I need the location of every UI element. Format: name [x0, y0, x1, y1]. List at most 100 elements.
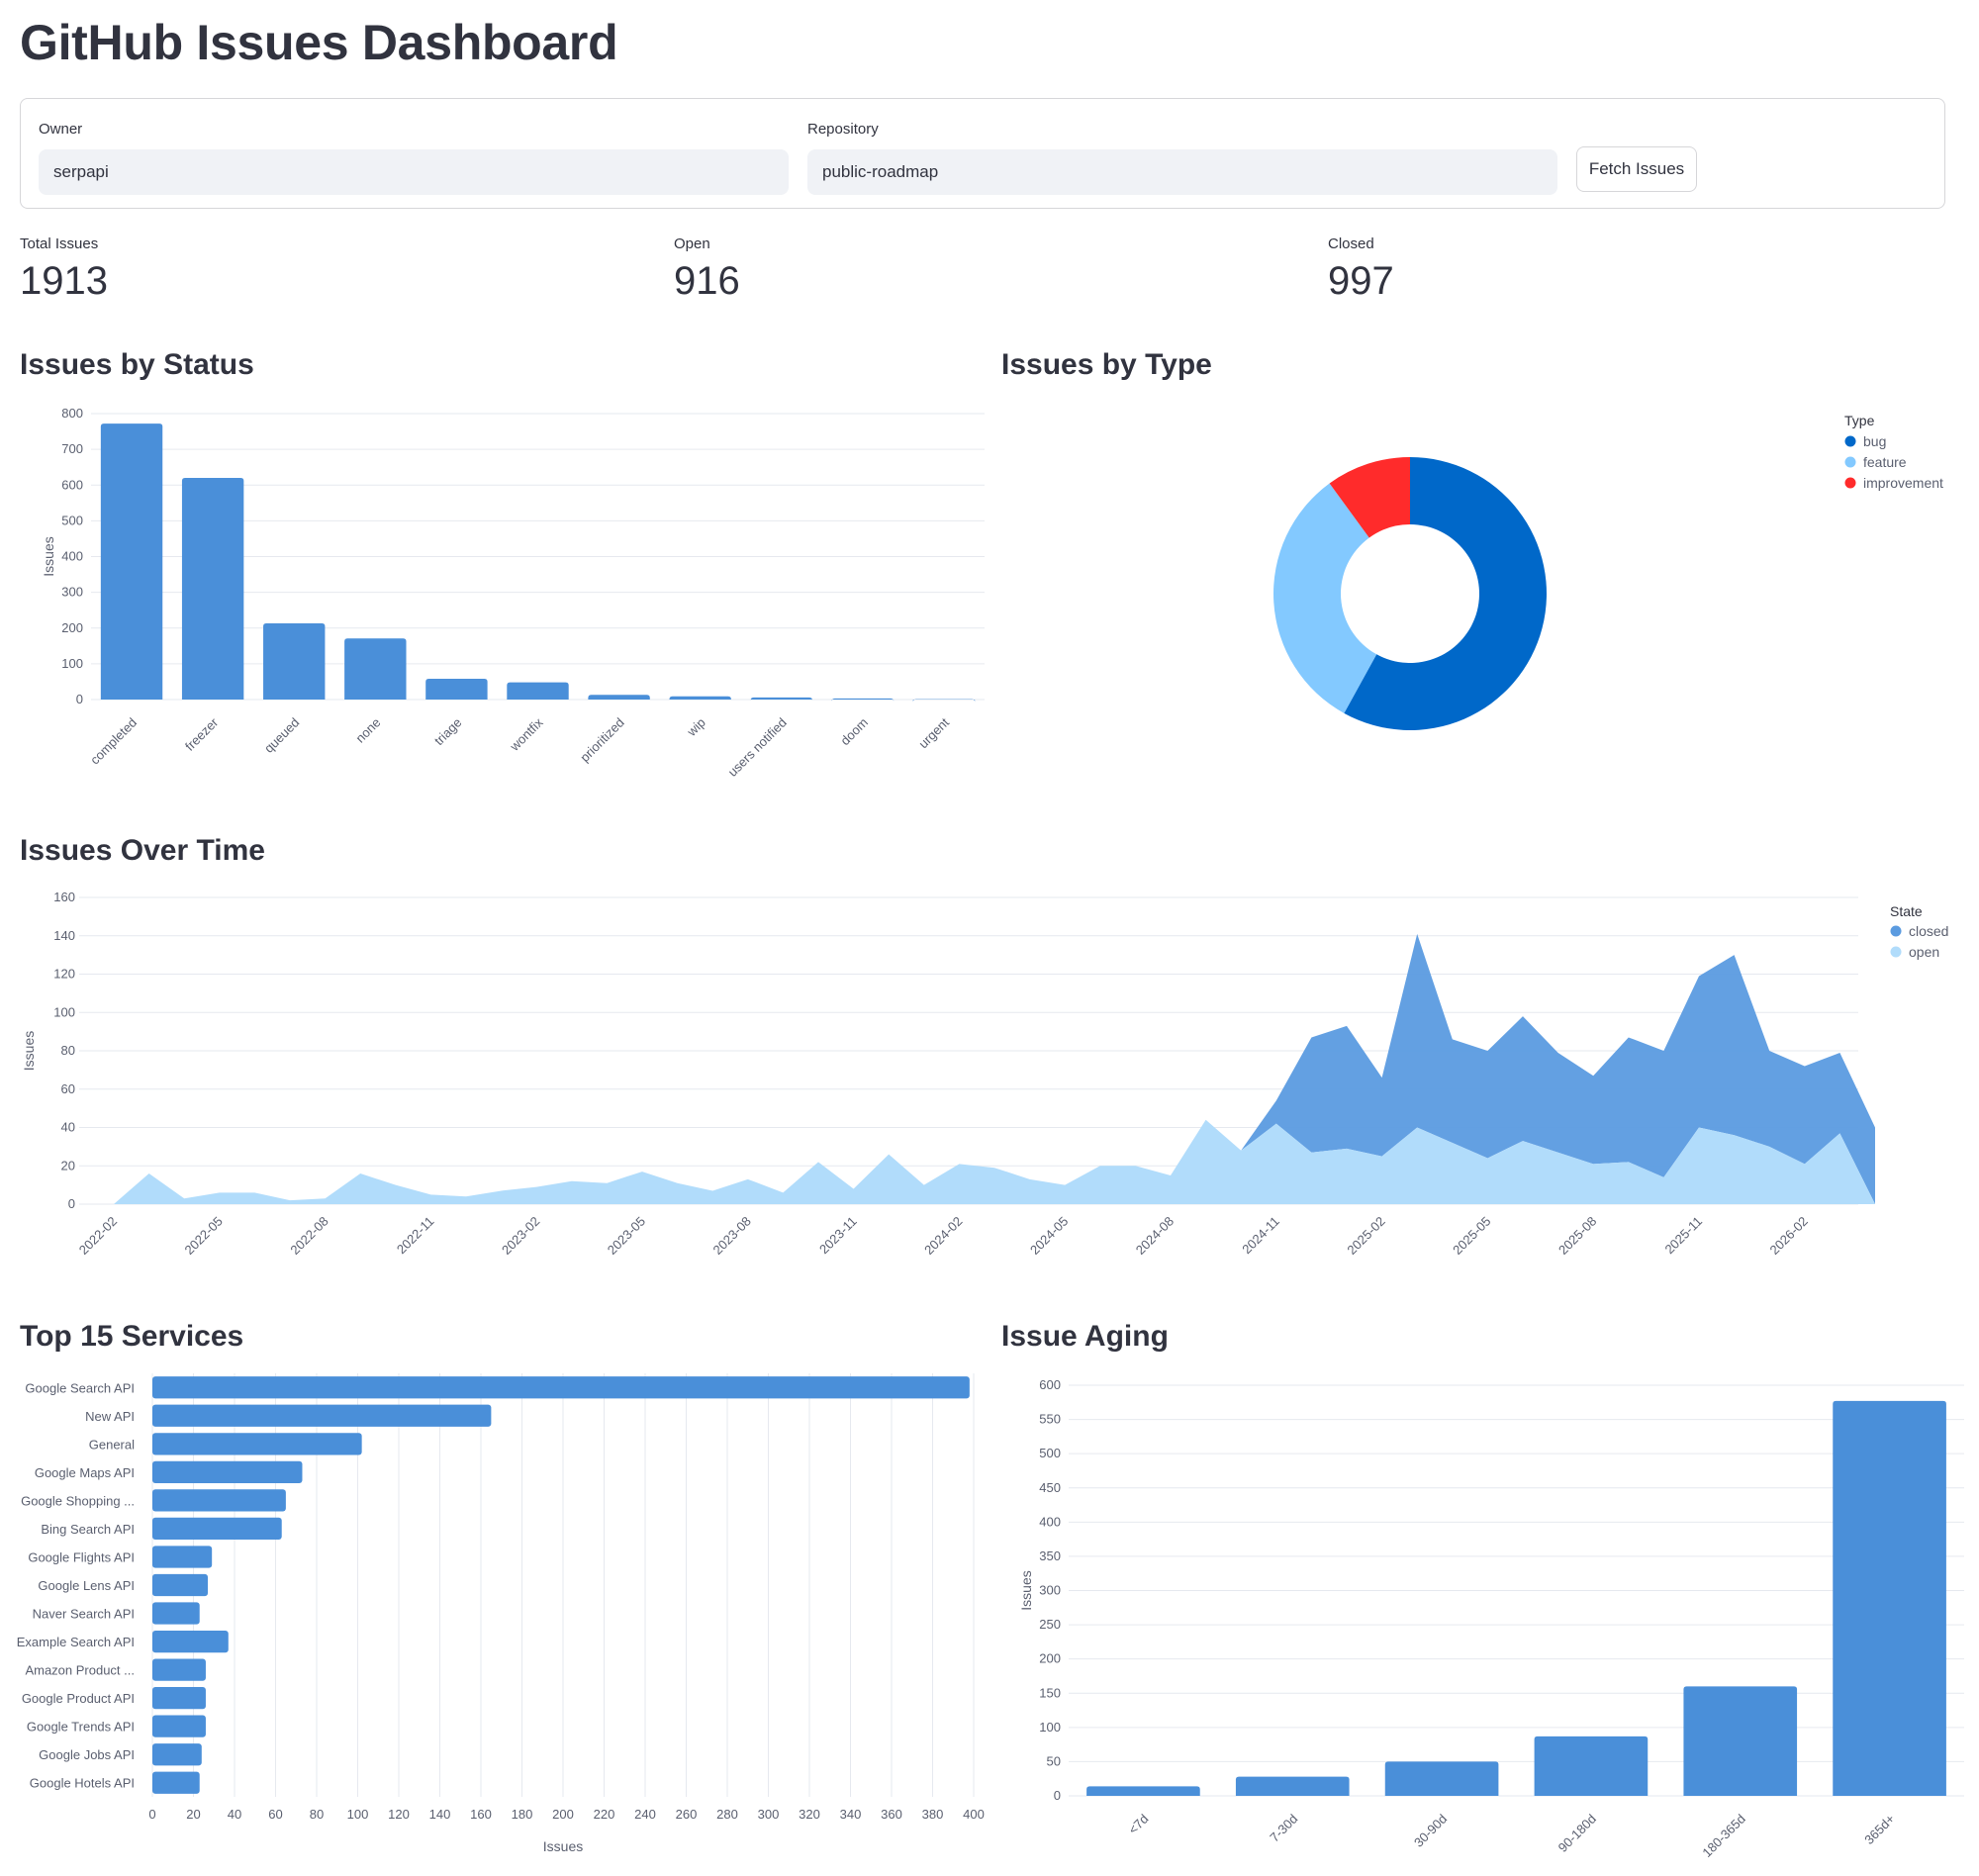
x-tick-label: 365d+	[1861, 1812, 1897, 1847]
x-tick-label: 30-90d	[1411, 1812, 1450, 1850]
y-tick-label: 160	[53, 890, 75, 904]
bar-google-trends-api	[152, 1715, 206, 1737]
fetch-issues-button[interactable]: Fetch Issues	[1576, 146, 1697, 192]
status-chart-title: Issues by Status	[20, 348, 254, 381]
y-tick-label: Google Hotels API	[30, 1776, 135, 1791]
slice-bug	[1344, 457, 1547, 730]
bar-bing-search-api	[152, 1517, 282, 1541]
owner-label: Owner	[39, 121, 83, 138]
y-tick-label: 600	[1039, 1377, 1061, 1392]
y-tick-label: Google Jobs API	[39, 1747, 135, 1762]
y-tick-label: 150	[1039, 1685, 1061, 1700]
y-tick-label: 200	[61, 620, 83, 635]
x-tick-label: 2022-11	[394, 1214, 437, 1258]
total-issues-label: Total Issues	[20, 235, 99, 252]
x-tick-label: 300	[758, 1807, 780, 1822]
closed-issues-value: 997	[1328, 259, 1394, 303]
legend-label-open: open	[1909, 944, 1939, 960]
bar-google-jobs-api	[152, 1743, 202, 1766]
y-tick-label: 300	[61, 585, 83, 600]
bar-google-shopping	[152, 1489, 286, 1512]
x-tick-label: freezer	[182, 714, 222, 754]
x-tick-label: urgent	[915, 714, 952, 751]
x-tick-label: 2024-08	[1133, 1214, 1177, 1258]
bar-general	[152, 1433, 362, 1455]
y-tick-label: 100	[61, 656, 83, 671]
y-tick-label: 40	[61, 1120, 75, 1135]
x-tick-label: <7d	[1125, 1812, 1151, 1837]
bar-users-notified	[750, 697, 812, 701]
y-tick-label: 350	[1039, 1548, 1061, 1563]
y-tick-label: 700	[61, 441, 83, 456]
x-tick-label: triage	[431, 715, 465, 749]
x-tick-label: 360	[881, 1807, 902, 1822]
x-tick-label: 2024-05	[1027, 1214, 1071, 1258]
open-issues-value: 916	[674, 259, 740, 303]
bar-google-hotels-api	[152, 1771, 200, 1794]
y-tick-label: 0	[1054, 1788, 1061, 1803]
bar-freezer	[181, 478, 244, 700]
y-tick-label: 600	[61, 477, 83, 492]
legend-swatch-bug	[1844, 435, 1856, 447]
services-bar-chart: 0 20 40 60 80 100 120 140 160 180 200 220 240 260 280 3…	[17, 1373, 985, 1854]
aging-chart-title: Issue Aging	[1001, 1320, 1169, 1353]
bar-wontfix	[507, 682, 569, 700]
y-tick-label: 20	[61, 1158, 75, 1172]
x-tick-label: doom	[837, 715, 871, 749]
x-tick-label: 2023-08	[710, 1214, 754, 1258]
slice-feature	[1273, 483, 1377, 713]
closed-issues-label: Closed	[1328, 235, 1374, 252]
y-tick-label: Google Search API	[25, 1380, 135, 1395]
legend-swatch-improvement	[1844, 477, 1856, 489]
y-tick-label: 400	[61, 549, 83, 564]
bar-triage	[425, 679, 488, 700]
owner-input[interactable]	[39, 149, 789, 195]
page-title: GitHub Issues Dashboard	[20, 15, 618, 70]
x-tick-label: 2025-05	[1450, 1214, 1493, 1258]
x-tick-label: queued	[261, 715, 302, 756]
x-tick-label: 2025-11	[1661, 1214, 1705, 1258]
y-tick-label: 50	[1047, 1753, 1061, 1768]
y-tick-label: 250	[1039, 1617, 1061, 1632]
bar-google-product-api	[152, 1687, 206, 1710]
x-tick-label: 340	[840, 1807, 862, 1822]
x-tick-label: users notified	[725, 715, 790, 780]
y-tick-label: 100	[53, 1004, 75, 1019]
bar-prioritized	[588, 695, 650, 700]
x-tick-label: 2022-02	[76, 1214, 120, 1258]
x-tick-label: 20	[186, 1807, 200, 1822]
x-tick-label: 180	[512, 1807, 533, 1822]
slice-improvement	[1329, 457, 1410, 538]
x-tick-label: 380	[922, 1807, 944, 1822]
y-tick-label: 300	[1039, 1583, 1061, 1598]
type-chart-title: Issues by Type	[1001, 348, 1212, 381]
y-tick-label: 500	[1039, 1446, 1061, 1460]
y-tick-label: Amazon Product ...	[25, 1663, 135, 1678]
x-tick-label: 2024-02	[921, 1214, 965, 1258]
bar-new-api	[152, 1404, 492, 1427]
bar-365d	[1833, 1400, 1946, 1796]
x-tick-label: 2025-02	[1344, 1214, 1387, 1258]
y-axis-title: Issues	[41, 536, 56, 576]
x-tick-label: 60	[268, 1807, 282, 1822]
bar-example-search-api	[152, 1630, 229, 1653]
y-tick-label: Google Lens API	[38, 1578, 135, 1593]
x-tick-label: 400	[963, 1807, 985, 1822]
area-closed	[114, 933, 1875, 1204]
repo-form	[20, 98, 1945, 209]
y-tick-label: 800	[61, 406, 83, 421]
y-tick-label: 80	[61, 1043, 75, 1058]
legend-title: State	[1890, 903, 1923, 919]
issues-over-time-chart: 0 20 40 60 80 100 120 140 160 Issues 2022-02 2022-0…	[21, 890, 1948, 1258]
x-tick-label: 2024-11	[1239, 1214, 1282, 1258]
y-tick-label: 120	[53, 967, 75, 982]
x-tick-label: prioritized	[577, 715, 626, 765]
bar-180-365d	[1683, 1686, 1798, 1796]
total-issues-value: 1913	[20, 259, 108, 303]
bar-queued	[263, 623, 326, 700]
bar-urgent	[912, 699, 976, 703]
x-tick-label: 2022-08	[287, 1214, 330, 1258]
bar-90-180d	[1534, 1735, 1649, 1796]
repository-input[interactable]	[807, 149, 1557, 195]
x-tick-label: 40	[228, 1807, 241, 1822]
